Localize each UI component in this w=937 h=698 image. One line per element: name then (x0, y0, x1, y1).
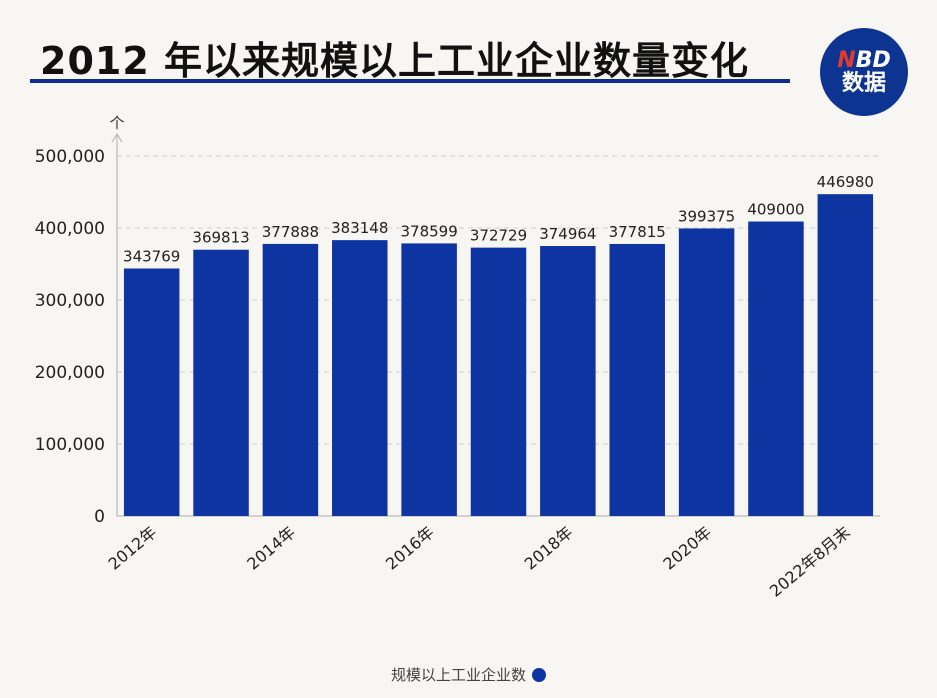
chart-title: 2012 年以来规模以上工业企业数量变化 (40, 39, 749, 83)
bar (748, 221, 804, 516)
data-label: 372729 (470, 227, 527, 245)
data-label: 374964 (539, 225, 596, 243)
data-label: 378599 (401, 222, 458, 240)
y-axis-unit: 个 (109, 114, 124, 132)
data-label: 409000 (747, 201, 804, 219)
y-axis-arrow (111, 132, 123, 143)
bar (332, 240, 388, 517)
data-label: 446980 (817, 173, 874, 191)
y-tick-label: 100,000 (35, 435, 105, 455)
bar (262, 243, 319, 516)
data-label: 343769 (123, 247, 180, 265)
title-underline (30, 79, 790, 83)
bar (609, 243, 665, 516)
data-label: 377815 (609, 223, 666, 241)
x-tick-label: 2014年 (243, 523, 299, 574)
y-tick-label: 0 (94, 507, 105, 527)
x-tick-label: 2012年 (105, 523, 161, 574)
legend-label: 规模以上工业企业数 (390, 666, 526, 684)
bar (817, 194, 874, 517)
nbd-logo: NBD 数据 (820, 28, 908, 116)
bar (470, 247, 527, 516)
legend: 规模以上工业企业数 (0, 664, 937, 685)
x-tick-label: 2018年 (521, 523, 577, 574)
legend-swatch (532, 667, 546, 682)
x-tick-label: 2020年 (659, 523, 715, 574)
y-tick-label: 200,000 (35, 363, 105, 383)
x-tick-label: 2016年 (382, 523, 438, 574)
y-tick-label: 500,000 (35, 147, 105, 167)
bar (123, 268, 180, 516)
data-label: 377888 (262, 223, 319, 241)
x-tick-label: 2022年8月末 (766, 523, 854, 601)
bar (193, 249, 249, 517)
y-tick-label: 400,000 (35, 219, 105, 239)
data-label: 369813 (192, 229, 249, 247)
y-tick-label: 300,000 (35, 291, 105, 311)
bar (401, 243, 457, 516)
bar (678, 228, 735, 516)
data-label: 383148 (331, 219, 388, 237)
bar (540, 246, 596, 516)
data-label: 399375 (678, 207, 735, 225)
